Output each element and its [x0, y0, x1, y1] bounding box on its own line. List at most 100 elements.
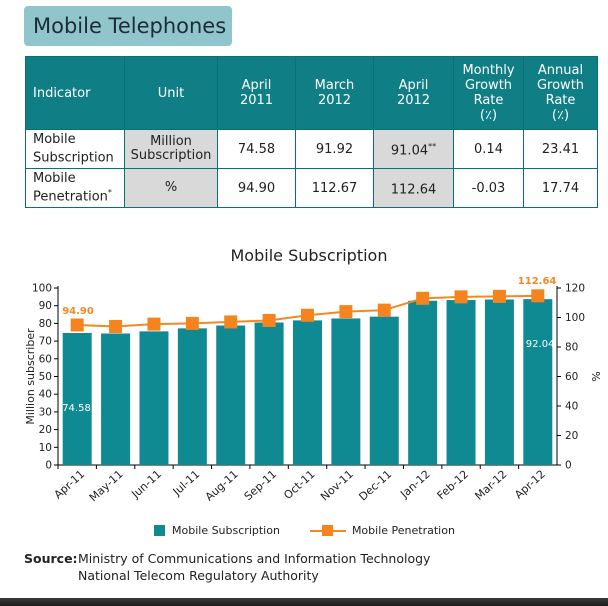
bar — [369, 316, 399, 465]
y-tick-label: 10 — [39, 442, 52, 454]
y-tick-label: 30 — [39, 406, 52, 418]
bar — [523, 299, 553, 465]
cell-april-2011: 94.90 — [217, 168, 296, 208]
indicator-text: Mobile Penetration — [33, 170, 108, 205]
y2-tick-label: 20 — [565, 430, 578, 442]
y-tick-label: 40 — [39, 389, 52, 401]
source-note: Source:Ministry of Communications and In… — [24, 550, 430, 584]
y-tick-label: 0 — [45, 460, 52, 472]
x-tick-label: Apr-12 — [512, 468, 548, 502]
header-unit: Unit — [124, 56, 218, 130]
y-tick-label: 70 — [39, 336, 52, 348]
y2-tick-label: 40 — [565, 401, 578, 413]
legend-item-subscription: Mobile Subscription — [154, 524, 280, 537]
cell-indicator: Mobile Subscription — [25, 129, 125, 169]
x-tick-label: Apr-11 — [52, 468, 88, 502]
data-label-first-point: 94.90 — [62, 306, 94, 317]
bar — [408, 300, 438, 465]
y2-tick-label: 100 — [565, 312, 585, 324]
indicator-text: Mobile Subscription — [33, 131, 114, 166]
chart-legend: Mobile Subscription Mobile Penetration — [154, 524, 485, 537]
table-row-mobile-penetration: Mobile Penetration* % 94.90 112.67 112.64… — [25, 168, 598, 208]
cell-monthly-growth: 0.14 — [453, 129, 524, 169]
bar — [216, 325, 246, 465]
bar — [331, 318, 361, 465]
source-line: Source:Ministry of Communications and In… — [24, 550, 430, 567]
bar — [254, 322, 284, 465]
y-tick-label: 90 — [39, 300, 52, 312]
cell-monthly-growth: -0.03 — [453, 168, 524, 208]
data-label-first-bar: 74.58 — [62, 403, 91, 414]
y-axis-title: Million subscriber — [24, 328, 37, 425]
april-2012-mark: ** — [428, 141, 437, 151]
cell-annual-growth: 23.41 — [523, 129, 598, 169]
line-point — [339, 305, 353, 319]
header-indicator: Indicator — [25, 56, 125, 130]
x-tick-label: May-11 — [87, 468, 126, 505]
x-tick-label: Aug-11 — [203, 468, 241, 504]
x-tick-label: Nov-11 — [318, 468, 356, 504]
line-point — [147, 317, 161, 331]
bar — [446, 300, 476, 465]
cell-april-2012: 91.04** — [373, 129, 454, 169]
data-label-last-bar: 92.04 — [526, 339, 555, 350]
cell-march-2012: 91.92 — [295, 129, 374, 169]
legend-line-swatch — [309, 525, 346, 536]
indicator-mark: * — [107, 187, 112, 197]
header-monthly-growth: Monthly Growth Rate (٪) — [453, 56, 524, 130]
line-point — [531, 289, 545, 303]
cell-indicator: Mobile Penetration* — [25, 168, 125, 208]
table-header-row: Indicator Unit April 2011 March 2012 April… — [25, 56, 598, 130]
header-april-2011: April 2011 — [217, 56, 296, 130]
y-tick-label: 60 — [39, 353, 52, 365]
legend-label: Mobile Penetration — [351, 524, 455, 537]
bar — [177, 328, 207, 465]
bar — [484, 299, 514, 465]
line-point — [377, 303, 391, 317]
x-tick-label: Jan-12 — [397, 468, 432, 502]
bar — [62, 332, 92, 465]
line-point — [185, 316, 199, 330]
source-label: Source: — [24, 551, 78, 566]
table-row-mobile-subscription: Mobile Subscription Million Subscription 7… — [25, 129, 598, 169]
cell-april-2012: 112.64 — [373, 168, 454, 208]
line-point — [70, 318, 84, 332]
y-tick-label: 80 — [39, 318, 52, 330]
y2-tick-label: 120 — [565, 283, 585, 295]
header-april-2012: April 2012 — [373, 56, 454, 130]
legend-bar-swatch — [154, 525, 165, 536]
april-2012-value: 112.64 — [390, 182, 437, 198]
header-annual-growth: Annual Growth Rate (٪) — [523, 56, 598, 130]
source-text: Ministry of Communications and Informati… — [78, 551, 431, 566]
y-tick-label: 50 — [39, 371, 52, 383]
line-point — [224, 315, 238, 329]
cell-unit: Million Subscription — [124, 129, 218, 169]
x-tick-label: Oct-11 — [281, 468, 317, 502]
y2-axis-title: % — [589, 371, 602, 381]
cell-unit: % — [124, 168, 218, 208]
y2-tick-label: 60 — [565, 371, 578, 383]
bar — [139, 331, 169, 465]
x-tick-label: Feb-12 — [435, 468, 472, 503]
cell-march-2012: 112.67 — [295, 168, 374, 208]
line-point — [454, 290, 468, 304]
line-point — [109, 319, 123, 333]
header-march-2012: March 2012 — [295, 56, 374, 130]
x-tick-label: Mar-12 — [472, 468, 509, 503]
x-tick-label: Sep-11 — [242, 468, 279, 504]
y2-tick-label: 0 — [565, 460, 572, 472]
x-tick-label: Jun-11 — [128, 468, 164, 502]
x-tick-label: Jul-11 — [170, 468, 203, 499]
cell-annual-growth: 17.74 — [523, 168, 598, 208]
line-point — [416, 291, 430, 305]
legend-label: Mobile Subscription — [172, 524, 280, 537]
y-tick-label: 100 — [32, 283, 52, 295]
y-tick-label: 20 — [39, 424, 52, 436]
section-title: Mobile Telephones — [24, 6, 232, 46]
bottom-strip — [0, 598, 608, 606]
line-point — [492, 289, 506, 303]
chart-title: Mobile Subscription — [230, 246, 388, 265]
data-label-last-point: 112.64 — [518, 276, 557, 287]
y2-tick-label: 80 — [565, 342, 578, 354]
legend-item-penetration: Mobile Penetration — [309, 524, 455, 537]
